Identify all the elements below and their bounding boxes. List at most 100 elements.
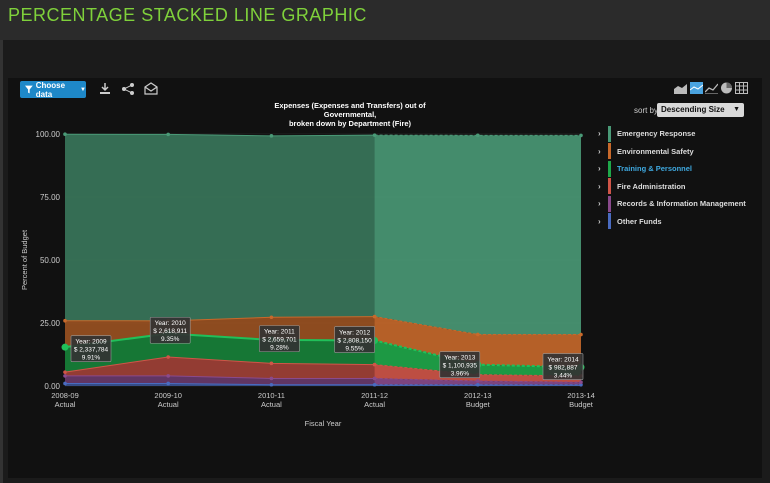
legend-item[interactable]: › Training & Personnel: [598, 160, 758, 178]
left-stripe: [0, 40, 3, 483]
point-emergency-response: [166, 132, 170, 137]
series-line-other-funds: [65, 382, 375, 386]
point-emergency-response: [579, 133, 583, 138]
share-icon[interactable]: [121, 82, 135, 96]
point-emergency-response: [63, 132, 67, 137]
point-fire-administration: [269, 361, 274, 366]
tooltip-text: 9.91%: [82, 355, 101, 362]
tooltip-text: Year: 2013: [444, 355, 476, 362]
tooltip-text: $ 2,659,701: [262, 337, 297, 344]
chevron-right-icon[interactable]: ›: [598, 146, 601, 156]
legend-item[interactable]: › Environmental Safety: [598, 143, 758, 161]
point-training-personnel: [61, 343, 69, 351]
area-records-information-management: [65, 375, 581, 385]
tooltip-box: [334, 326, 375, 353]
legend-swatch: [608, 125, 611, 142]
legend-label: Other Funds: [617, 216, 662, 226]
chart-title: Expenses (Expenses and Transfers) out of…: [200, 101, 500, 128]
sort-label: sort by: [634, 106, 659, 115]
series-line-fire-administration: [64, 356, 375, 373]
point-other-funds: [372, 382, 377, 387]
tooltip-text: $ 982,887: [549, 365, 578, 372]
point-other-funds: [269, 382, 274, 387]
point-environmental-safety: [476, 332, 480, 337]
legend-item[interactable]: › Other Funds: [598, 213, 758, 231]
legend-swatch: [608, 178, 611, 195]
x-tick-label: 2013-14: [567, 391, 595, 400]
chart-title-line: broken down by Department (Fire): [288, 119, 412, 128]
chevron-right-icon[interactable]: ›: [598, 129, 601, 139]
legend-swatch: [608, 213, 611, 230]
title-bar: PERCENTAGE STACKED LINE GRAPHIC: [0, 0, 770, 40]
table-icon[interactable]: [735, 82, 748, 94]
chevron-right-icon[interactable]: ›: [598, 181, 601, 191]
series-line-records-information-management: [65, 375, 375, 379]
tooltip-text: 9.28%: [270, 345, 289, 352]
download-icon[interactable]: [98, 82, 112, 96]
point-environmental-safety: [372, 314, 377, 319]
legend-label: Fire Administration: [617, 181, 686, 191]
area-emergency-response: [65, 134, 581, 335]
y-tick-label: 100.00: [36, 130, 61, 139]
chevron-right-icon[interactable]: ›: [598, 216, 601, 226]
legend-item[interactable]: › Records & Information Management: [598, 195, 758, 213]
legend-label: Environmental Safety: [617, 146, 694, 156]
tooltip-text: Year: 2010: [155, 320, 187, 327]
tooltip-box: [259, 325, 300, 352]
x-tick-label: 2010-11: [258, 391, 285, 400]
tooltip-text: $ 1,100,935: [443, 363, 478, 370]
x-tick-label: Actual: [364, 400, 385, 409]
email-icon[interactable]: [144, 82, 158, 96]
point-environmental-safety: [63, 318, 67, 323]
legend: › Emergency Response › Environmental Safety…: [598, 125, 758, 230]
tooltip-text: Year: 2014: [547, 357, 579, 364]
x-tick-label: Budget: [569, 400, 594, 409]
series-line-environmental-safety: [64, 316, 375, 322]
x-tick-label: Actual: [55, 400, 76, 409]
x-tick-label: 2012-13: [464, 391, 492, 400]
area-chart-icon[interactable]: [674, 82, 687, 94]
x-tick-label: 2011-12: [361, 391, 388, 400]
tooltip-text: $ 2,808,150: [337, 338, 372, 345]
page-title: PERCENTAGE STACKED LINE GRAPHIC: [8, 5, 367, 25]
tooltip-box: [149, 316, 191, 344]
legend-item[interactable]: › Emergency Response: [598, 125, 758, 143]
legend-item[interactable]: › Fire Administration: [598, 178, 758, 196]
y-axis-label: Percent of Budget: [20, 229, 29, 290]
point-other-funds: [579, 382, 583, 387]
point-records-information-management: [476, 379, 480, 383]
y-tick-label: 0.00: [44, 382, 60, 391]
point-emergency-response: [476, 133, 480, 138]
chevron-right-icon[interactable]: ›: [598, 199, 601, 209]
tooltip-text: 3.44%: [554, 373, 573, 380]
x-tick-label: Budget: [466, 400, 491, 409]
line-chart-icon[interactable]: [705, 82, 718, 94]
y-tick-label: 75.00: [40, 193, 61, 202]
point-records-information-management: [63, 374, 67, 378]
legend-label: Training & Personnel: [617, 164, 693, 174]
pie-chart-icon[interactable]: [720, 82, 733, 94]
x-axis-label: Fiscal Year: [305, 419, 342, 428]
legend-label: Records & Information Management: [617, 199, 746, 209]
legend-label: Emergency Response: [617, 129, 696, 139]
point-fire-administration: [166, 355, 170, 359]
sort-select[interactable]: Descending Size ▼: [657, 103, 744, 117]
series-line-records-information-management: [374, 377, 582, 383]
stacked-area-icon[interactable]: [690, 82, 703, 94]
chevron-right-icon[interactable]: ›: [598, 164, 601, 174]
tooltip-box: [70, 335, 112, 362]
x-tick-label: Actual: [158, 400, 179, 409]
tooltip-text: Year: 2012: [339, 330, 371, 337]
tooltip-text: $ 2,618,911: [153, 328, 187, 335]
point-emergency-response: [372, 133, 377, 137]
legend-swatch: [608, 195, 611, 212]
tooltip-text: $ 2,337,784: [74, 347, 109, 354]
choose-data-button[interactable]: Choose data ▼: [20, 81, 86, 99]
series-line-emergency-response: [64, 133, 375, 137]
point-environmental-safety: [269, 315, 274, 320]
legend-swatch: [608, 143, 611, 160]
point-other-funds: [63, 381, 67, 386]
